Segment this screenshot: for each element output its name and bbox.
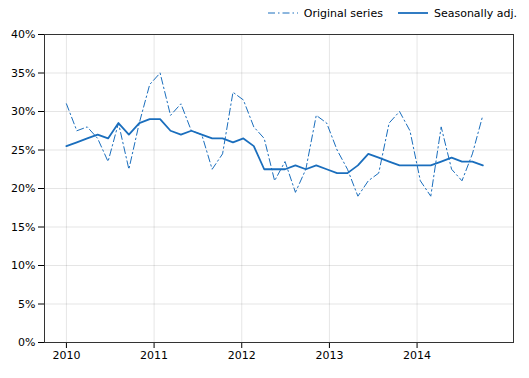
svg-text:15%: 15% xyxy=(11,221,35,234)
svg-text:2012: 2012 xyxy=(228,349,256,362)
html-text:Original series: Original series xyxy=(303,6,383,20)
svg-text:25%: 25% xyxy=(11,144,35,157)
svg-text:0%: 0% xyxy=(18,336,35,349)
svg-text:30%: 30% xyxy=(11,105,35,118)
svg-text:5%: 5% xyxy=(18,298,35,311)
html-text:Seasonally adj.: Seasonally adj. xyxy=(433,6,517,20)
svg-text:40%: 40% xyxy=(11,28,35,41)
svg-text:2013: 2013 xyxy=(315,349,343,362)
svg-text:2014: 2014 xyxy=(403,349,431,362)
svg-text:2011: 2011 xyxy=(140,349,168,362)
svg-text:2010: 2010 xyxy=(52,349,80,362)
svg-text:10%: 10% xyxy=(11,259,35,272)
svg-text:20%: 20% xyxy=(11,182,35,195)
svg-text:35%: 35% xyxy=(11,67,35,80)
